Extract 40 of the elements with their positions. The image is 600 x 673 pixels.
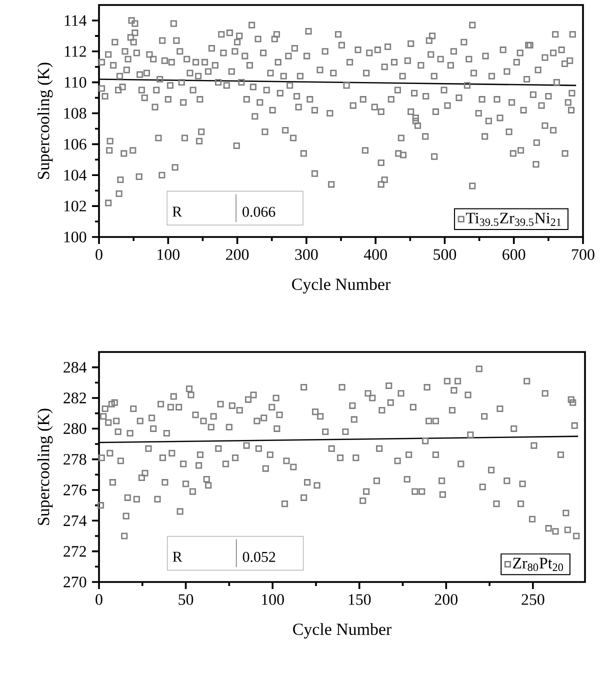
x-tick-label: 400 — [364, 249, 387, 260]
x-tick-label: 0 — [96, 594, 102, 605]
x-tick-label: 200 — [226, 249, 249, 260]
y-tick-label: 100 — [64, 232, 86, 242]
x-tick-label: 250 — [522, 594, 544, 605]
y-tick-label: 108 — [64, 108, 86, 119]
y-tick-label: 270 — [64, 576, 86, 588]
x-tick-label: 0 — [96, 249, 102, 260]
x-tick-label: 150 — [348, 594, 371, 605]
x-tick-label: 200 — [434, 594, 458, 605]
x-tick-label: 600 — [502, 249, 526, 260]
y-tick-label: 274 — [64, 515, 87, 526]
legend-label: Ti$_{39.5}$Zr$_{39.5}$Ni$_{21}$ — [466, 212, 561, 226]
y-tick-label: 106 — [64, 138, 86, 150]
y-tick-label: 102 — [64, 200, 86, 212]
y-tick-label: 110 — [64, 76, 86, 88]
x-tick-label: 50 — [178, 594, 194, 605]
annotation: R — [172, 206, 182, 217]
y-axis-title: Supercooling (K) — [37, 62, 53, 179]
y-axis-title: Supercooling (K) — [37, 408, 53, 525]
x-tick-label: 100 — [262, 594, 284, 605]
y-tick-label: 282 — [64, 392, 86, 404]
x-tick-label: 500 — [434, 249, 456, 260]
y-tick-label: 272 — [64, 546, 86, 557]
x-tick-label: 100 — [158, 249, 180, 260]
y-tick-label: 114 — [64, 15, 87, 26]
x-axis-title: Cycle Number — [292, 278, 390, 294]
legend-label: Zr$_{80}$Pt$_{20}$ — [513, 558, 564, 572]
y-tick-label: 104 — [64, 170, 87, 181]
y-tick-label: 278 — [64, 454, 86, 465]
y-tick-label: 284 — [64, 362, 87, 373]
annotation: 0.052 — [242, 552, 276, 562]
annotation: R — [172, 552, 182, 562]
x-axis-title: Cycle Number — [293, 623, 392, 639]
y-tick-label: 280 — [64, 423, 86, 434]
annotation: 0.066 — [242, 206, 276, 217]
x-tick-label: 700 — [572, 249, 594, 260]
y-tick-label: 276 — [64, 484, 86, 496]
x-tick-label: 300 — [295, 249, 318, 260]
y-tick-label: 112 — [64, 46, 86, 57]
